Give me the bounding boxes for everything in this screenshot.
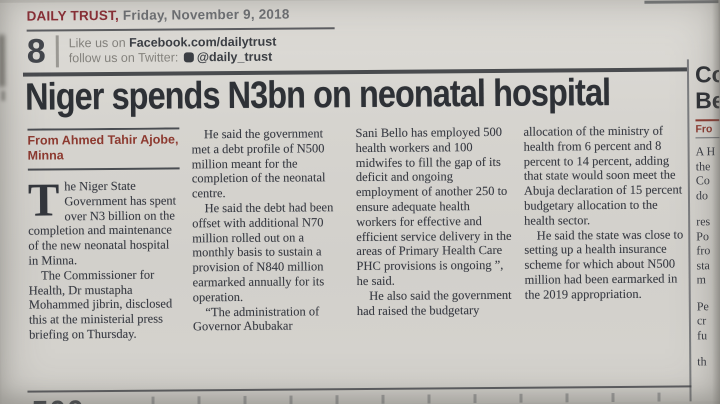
social-lines: Like us on Facebook.com/dailytrust follo…	[69, 35, 277, 67]
scan-smudge	[0, 34, 6, 87]
cutoff-next-headline: 500	[32, 390, 688, 404]
twitter-handle: @daily_trust	[196, 49, 273, 65]
article-column-4: allocation of the ministry of health fro…	[523, 123, 689, 386]
masthead-rule	[26, 27, 335, 32]
side-article-headline-line1: Co	[694, 61, 720, 88]
side-fragment: A H	[695, 144, 716, 159]
facebook-handle: Facebook.com/dailytrust	[129, 34, 277, 50]
article-column-2: He said the government met a debt profil…	[191, 126, 345, 389]
page-number: 8	[26, 32, 46, 71]
masthead: DAILY TRUST, Friday, November 9, 2018	[26, 7, 289, 24]
side-fragment: res	[696, 214, 711, 229]
twitter-icon	[183, 52, 194, 63]
paragraph: He said the government met a debt profil…	[191, 126, 326, 201]
side-fragment: Po	[696, 228, 710, 243]
paragraph: Sani Bello has employed 500 health worke…	[355, 124, 512, 288]
cutoff-letter-stubs	[151, 392, 672, 404]
masthead-date: Friday, November 9, 2018	[122, 6, 290, 23]
side-article-byline: Fro	[695, 119, 720, 139]
paragraph: “The administration of Governor Abubakar	[192, 303, 320, 334]
twitter-line-prefix: follow us on Twitter:	[68, 50, 182, 66]
side-fragment: Co	[695, 173, 710, 188]
side-fragment: sta	[696, 257, 710, 272]
corner-rule	[644, 0, 719, 4]
article-headline: Niger spends N3bn on neonatal hospital	[25, 72, 611, 119]
side-article-partial: Co Be Fro A H the Co do res Po fro sta m…	[695, 61, 720, 401]
facebook-line: Like us on Facebook.com/dailytrust	[69, 35, 277, 52]
side-fragment: cr	[696, 313, 707, 328]
side-article-headline-line2: Be	[695, 87, 720, 114]
byline-line2: Minna	[27, 148, 64, 163]
side-fragment: fu	[696, 327, 708, 342]
paragraph: He said the state was close to setting u…	[524, 227, 684, 302]
side-fragment: th	[697, 354, 707, 369]
scan-smudge	[1, 90, 6, 101]
side-fragment: fro	[696, 243, 711, 258]
byline-box: From Ahmed Tahir Ajobe, Minna	[27, 127, 180, 171]
side-fragment: Pe	[696, 298, 709, 313]
paragraph: allocation of the ministry of health fro…	[523, 123, 683, 228]
paragraph: He also said the government had raised t…	[356, 287, 512, 318]
side-fragment: m	[696, 272, 707, 287]
side-fragment-gap	[696, 202, 720, 214]
page-bar-divider	[55, 35, 59, 68]
brand-name: DAILY TRUST,	[26, 7, 120, 24]
paragraph: The Commissioner for Health, Dr mustapha…	[28, 267, 173, 342]
side-article-fragments: A H the Co do res Po fro sta m Pe cr fu …	[696, 144, 720, 369]
side-fragment: do	[695, 187, 709, 202]
byline-line1: From Ahmed Tahir Ajobe,	[27, 132, 179, 148]
drop-cap: T	[27, 174, 60, 227]
paragraph: He said the debt had been offset with ad…	[192, 200, 334, 305]
side-fragment-gap	[697, 342, 720, 354]
twitter-line: follow us on Twitter: @daily_trust	[69, 50, 277, 67]
page-bar: 8 Like us on Facebook.com/dailytrust fol…	[26, 32, 277, 71]
cutoff-headline-text: 500	[32, 395, 85, 404]
side-fragment: the	[695, 158, 711, 173]
facebook-line-prefix: Like us on	[68, 35, 130, 51]
article-column-3: Sani Bello has employed 500 health worke…	[355, 125, 513, 388]
side-fragment-gap	[697, 287, 720, 299]
